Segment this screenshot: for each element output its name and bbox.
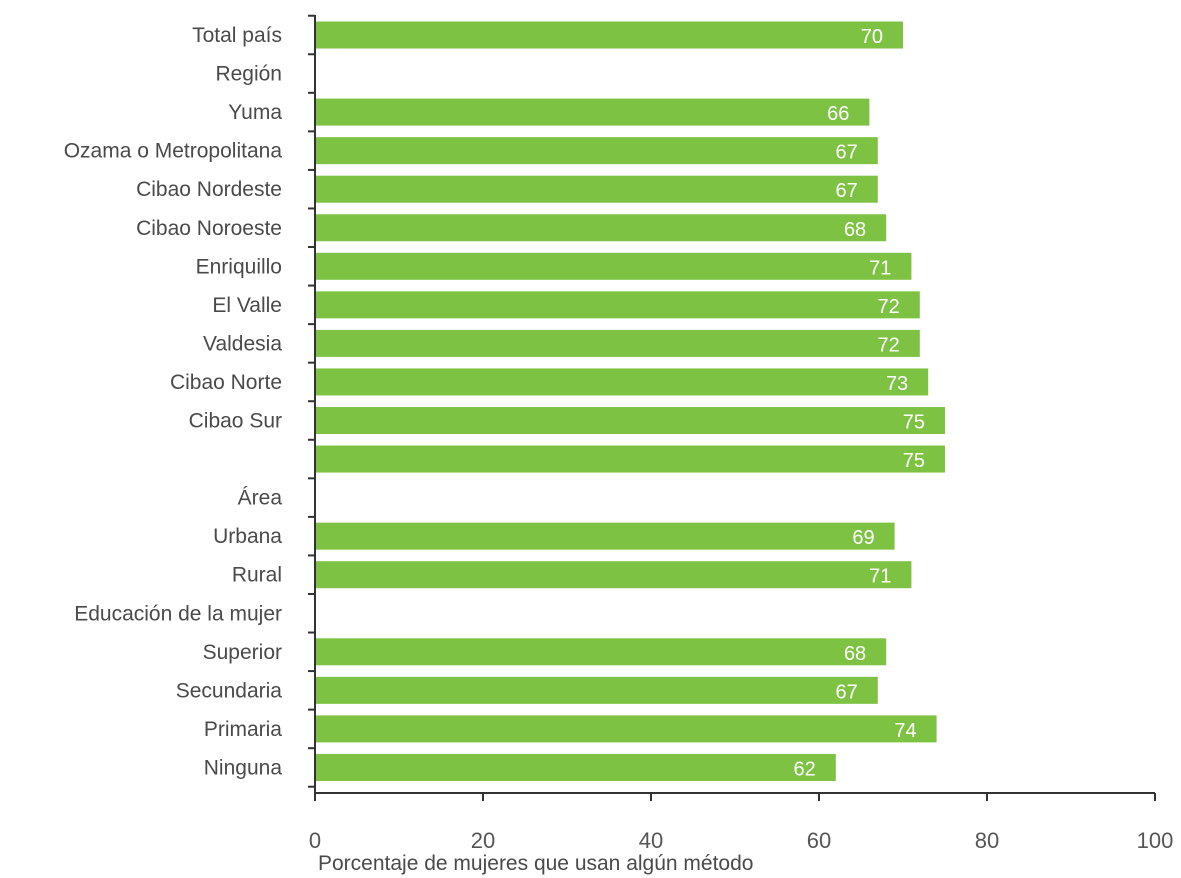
category-label: Educación de la mujer: [74, 602, 282, 625]
category-label: El Valle: [212, 294, 282, 317]
category-label: Área: [238, 487, 283, 510]
bar: [315, 137, 878, 165]
bar: [315, 561, 912, 589]
data-label: 67: [836, 142, 858, 164]
category-label: Secundaria: [176, 679, 283, 702]
x-tick-label: 80: [975, 828, 999, 853]
bar: [315, 98, 870, 126]
data-label: 71: [869, 257, 891, 279]
bar: [315, 522, 895, 550]
category-label: Enriquillo: [196, 255, 282, 278]
category-label: Valdesia: [203, 332, 282, 355]
data-label: 68: [844, 219, 866, 241]
data-label: 71: [869, 566, 891, 588]
category-label: Ozama o Metropolitana: [64, 140, 283, 163]
data-label: 75: [903, 412, 925, 434]
data-label: 72: [878, 334, 900, 356]
bar: [315, 214, 887, 242]
data-label: 66: [827, 103, 849, 125]
data-label: 72: [878, 296, 900, 318]
x-tick-label: 0: [309, 828, 321, 853]
category-label: Rural: [232, 564, 282, 587]
data-label: 69: [852, 527, 874, 549]
data-label: 74: [894, 720, 916, 742]
data-label: 73: [886, 373, 908, 395]
category-label: Región: [215, 63, 282, 86]
bar: [315, 291, 920, 319]
bar: [315, 407, 945, 434]
x-axis-title: Porcentaje de mujeres que usan algún mét…: [318, 852, 753, 875]
category-label: Cibao Sur: [189, 410, 282, 433]
bar: [315, 175, 878, 203]
category-label: Total país: [192, 24, 282, 47]
bar: [315, 715, 937, 743]
x-tick-label: 40: [639, 828, 663, 853]
category-labels: Total país Región Yuma Ozama o Metropolitan…: [64, 24, 283, 779]
data-label: 75: [903, 450, 925, 472]
bar: [315, 252, 912, 280]
category-label: Yuma: [228, 101, 282, 124]
category-label: Urbana: [213, 525, 282, 548]
data-label: 70: [861, 26, 883, 48]
axes: [314, 15, 1155, 794]
data-label: 67: [836, 180, 858, 202]
category-label: Cibao Nordeste: [136, 178, 282, 201]
category-label: Cibao Norte: [170, 371, 282, 394]
bar: [315, 21, 903, 49]
data-label: 68: [844, 643, 866, 665]
bar: [315, 753, 836, 781]
bar: [315, 329, 920, 357]
data-label: 62: [794, 758, 816, 780]
bar: [315, 676, 878, 704]
bar: [315, 445, 945, 473]
bar: [315, 368, 929, 396]
axis-ticks: 0 20 40 60 80 100: [308, 14, 1174, 853]
x-tick-label: 100: [1137, 828, 1174, 853]
x-tick-label: 60: [807, 828, 831, 853]
category-label: Primaria: [204, 718, 282, 741]
category-label: Ninguna: [204, 756, 283, 779]
category-label: Superior: [203, 641, 282, 664]
bar: [315, 638, 887, 666]
data-label: 67: [836, 681, 858, 703]
category-label: Cibao Noroeste: [136, 217, 282, 240]
x-tick-label: 20: [471, 828, 495, 853]
